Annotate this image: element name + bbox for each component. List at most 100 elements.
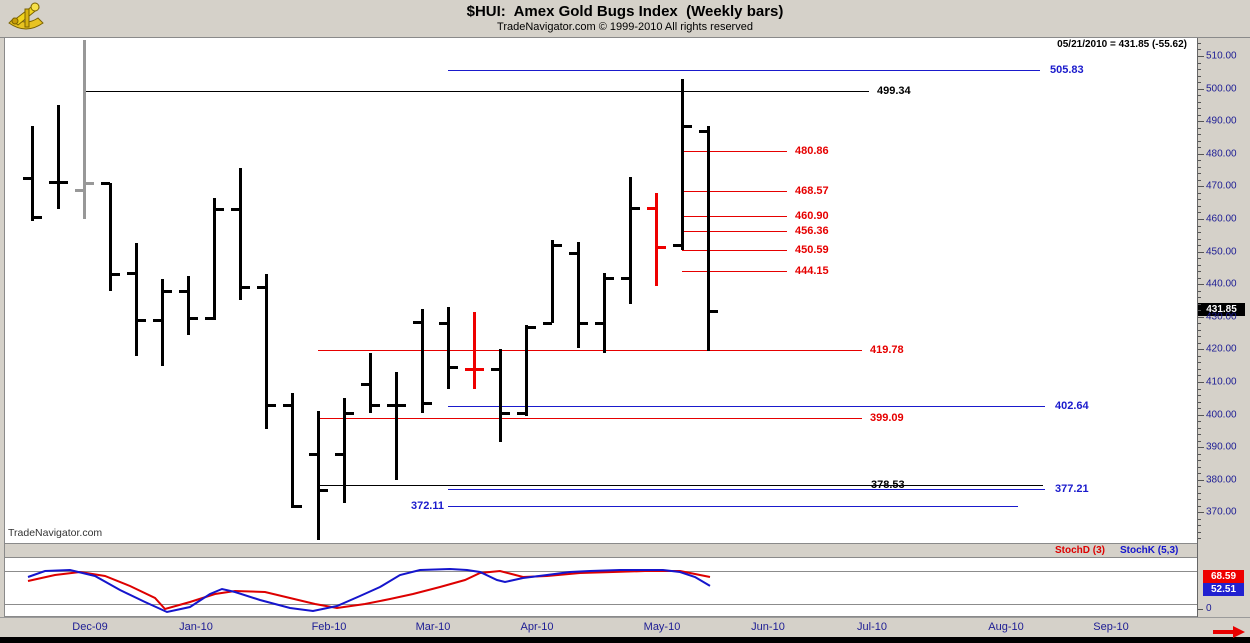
price-bar-open-tick [413, 320, 422, 324]
stochd-legend-label[interactable]: StochD (3) [1055, 545, 1105, 556]
price-bar-close-tick [319, 488, 328, 492]
price-axis-minor-tick [1198, 108, 1201, 109]
price-bar-close-tick [501, 411, 510, 415]
chart-title: $HUI: Amex Gold Bugs Index (Weekly bars) [466, 3, 784, 20]
price-axis-major-tick [1198, 382, 1204, 383]
level-line-460.90 [682, 216, 787, 217]
price-axis-minor-tick [1198, 212, 1201, 213]
level-label-378.53: 378.53 [871, 478, 905, 491]
level-line-505.83 [448, 70, 1040, 71]
price-bar-close-tick [527, 325, 536, 329]
price-axis-major-tick [1198, 154, 1204, 155]
price-axis-minor-tick [1198, 160, 1201, 161]
price-bar-open-tick [153, 319, 162, 323]
price-bar-close-tick [241, 286, 250, 290]
price-chart-plot[interactable] [5, 38, 1197, 543]
stochastic-panel[interactable] [5, 558, 1197, 617]
price-axis-minor-tick [1198, 499, 1201, 500]
price-bar-open-tick [387, 403, 396, 407]
price-bar [499, 349, 502, 443]
price-axis-minor-tick [1198, 428, 1201, 429]
price-axis-minor-tick [1198, 102, 1201, 103]
price-axis-minor-tick [1198, 226, 1201, 227]
price-axis-minor-tick [1198, 297, 1201, 298]
price-axis-minor-tick [1198, 173, 1201, 174]
price-bar-close-tick [605, 276, 614, 280]
level-label-505.83: 505.83 [1050, 63, 1084, 76]
price-axis-major-tick [1198, 447, 1204, 448]
price-axis-minor-tick [1198, 369, 1201, 370]
price-axis-major-tick [1198, 512, 1204, 513]
chart-copyright: TradeNavigator.com © 1999-2010 All right… [497, 21, 753, 33]
price-axis-label: 470.00 [1206, 180, 1237, 192]
price-bar-close-tick [579, 322, 588, 326]
price-axis-minor-tick [1198, 525, 1201, 526]
price-axis-label: 500.00 [1206, 83, 1237, 95]
price-axis-label: 410.00 [1206, 376, 1237, 388]
level-line-377.21 [448, 489, 1045, 490]
level-line-456.36 [682, 231, 787, 232]
month-label-sep-10: Sep-10 [1093, 621, 1129, 633]
price-axis-minor-tick [1198, 278, 1201, 279]
price-axis-minor-tick [1198, 265, 1201, 266]
price-bar-open-tick [647, 206, 656, 210]
price-bar [187, 276, 190, 335]
month-label-dec-09: Dec-09 [72, 621, 108, 633]
price-bar-open-tick [569, 252, 578, 256]
stochk-legend-label[interactable]: StochK (5,3) [1120, 545, 1179, 556]
level-label-450.59: 450.59 [795, 243, 829, 256]
level-label-460.90: 460.90 [795, 210, 829, 223]
price-axis-major-tick [1198, 349, 1204, 350]
price-bar-close-tick [215, 208, 224, 212]
price-axis-label: 480.00 [1206, 148, 1237, 160]
price-axis-label: 460.00 [1206, 213, 1237, 225]
price-axis[interactable] [1197, 38, 1250, 617]
level-line-480.86 [682, 151, 787, 152]
date-axis[interactable] [0, 617, 1250, 638]
tradenavigator-logo-icon [5, 1, 47, 39]
price-axis-minor-tick [1198, 239, 1201, 240]
price-bar-close-tick [267, 403, 276, 407]
price-axis-label: 510.00 [1206, 50, 1237, 62]
price-bar-close-tick [111, 273, 120, 277]
price-bar-open-tick [673, 244, 682, 248]
level-label-468.57: 468.57 [795, 185, 829, 198]
price-bar [421, 308, 424, 413]
price-axis-minor-tick [1198, 323, 1201, 324]
price-axis-label: 450.00 [1206, 246, 1237, 258]
bottom-black-bar [0, 637, 1250, 643]
price-bar-open-tick [361, 382, 370, 386]
price-bar [577, 241, 580, 348]
price-axis-minor-tick [1198, 310, 1201, 311]
price-bar [161, 279, 164, 366]
price-bar-close-tick [657, 245, 666, 249]
price-bar [707, 126, 710, 352]
price-bar-close-tick [345, 411, 354, 415]
price-axis-minor-tick [1198, 232, 1201, 233]
price-bar [681, 78, 684, 250]
chart-header: $HUI: Amex Gold Bugs Index (Weekly bars)… [0, 0, 1250, 38]
price-bar [213, 197, 216, 321]
price-axis-minor-tick [1198, 95, 1201, 96]
price-bar [239, 168, 242, 301]
stochk-value-tag: 52.51 [1203, 583, 1244, 596]
month-label-feb-10: Feb-10 [311, 621, 347, 633]
price-bar-close-tick [709, 309, 718, 313]
level-line-450.59 [682, 250, 787, 251]
price-bar-open-tick [517, 411, 526, 415]
price-axis-major-tick [1198, 219, 1204, 220]
level-line-372.11 [448, 506, 1018, 507]
price-axis-minor-tick [1198, 134, 1201, 135]
price-axis-minor-tick [1198, 421, 1201, 422]
price-bar-close-tick [631, 206, 640, 210]
price-axis-major-tick [1198, 317, 1204, 318]
price-axis-minor-tick [1198, 271, 1201, 272]
price-bar-close-tick [163, 289, 172, 293]
price-axis-minor-tick [1198, 460, 1201, 461]
level-label-444.15: 444.15 [795, 264, 829, 277]
level-line-402.64 [448, 406, 1045, 407]
scroll-right-arrow-icon[interactable] [1211, 625, 1247, 643]
price-bar-open-tick [439, 322, 448, 326]
price-bar-open-tick [127, 271, 136, 275]
price-axis-minor-tick [1198, 193, 1201, 194]
